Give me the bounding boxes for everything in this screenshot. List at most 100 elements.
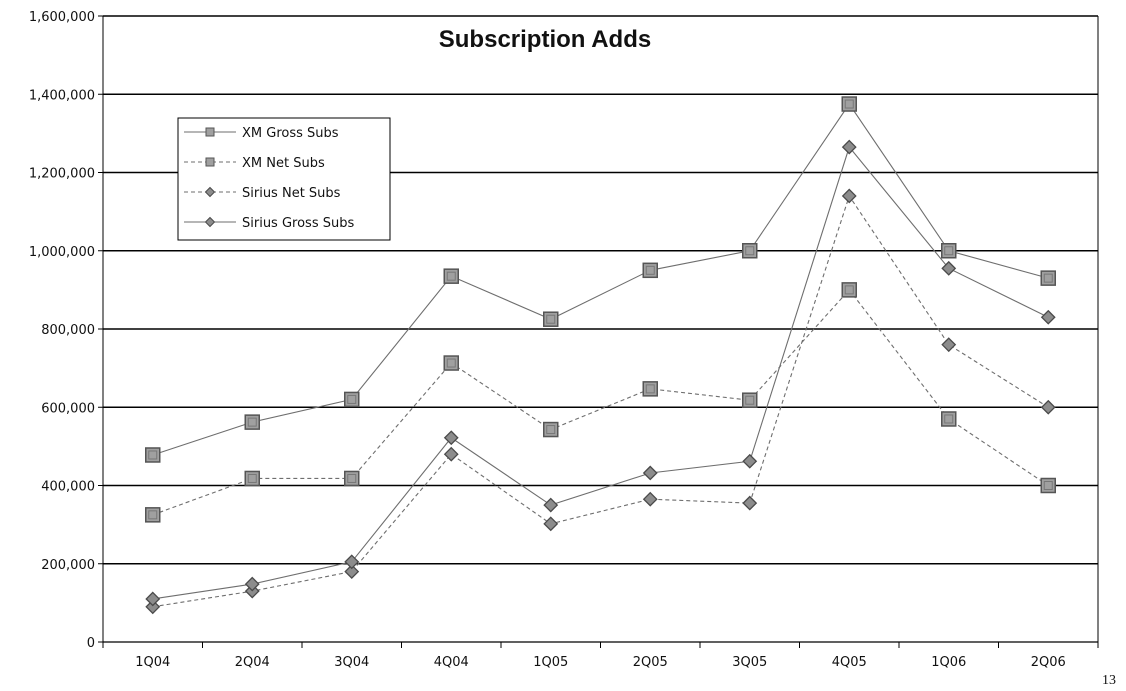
data-point (841, 282, 857, 298)
data-point (841, 139, 857, 155)
y-tick-label: 200,000 (41, 558, 95, 573)
legend-marker (204, 216, 216, 228)
data-point (841, 188, 857, 204)
data-point (642, 465, 658, 481)
legend-marker (205, 157, 215, 167)
data-point (742, 392, 758, 408)
data-point (742, 243, 758, 259)
y-tick-label: 400,000 (41, 480, 95, 495)
page-number: 13 (1102, 673, 1116, 688)
legend-item: Sirius Net Subs (184, 186, 341, 201)
data-point (1040, 270, 1056, 286)
data-point (145, 507, 161, 523)
data-point (642, 381, 658, 397)
data-point (1040, 309, 1056, 325)
x-tick-label: 1Q04 (135, 655, 170, 670)
x-tick-label: 3Q04 (334, 655, 369, 670)
x-tick-label: 1Q05 (533, 655, 568, 670)
x-tick-label: 2Q04 (235, 655, 270, 670)
data-point (941, 243, 957, 259)
y-tick-label: 1,000,000 (29, 245, 95, 260)
data-point-inner (844, 99, 854, 109)
data-point (543, 421, 559, 438)
series-line (152, 289, 1049, 516)
data-point (841, 96, 857, 112)
data-point (344, 564, 360, 579)
data-point-inner (944, 246, 954, 256)
y-tick-label: 1,400,000 (29, 88, 95, 103)
series-3 (145, 139, 1056, 607)
y-tick-label: 0 (87, 636, 95, 651)
data-point-inner (546, 425, 556, 435)
legend-label: XM Gross Subs (242, 126, 339, 141)
data-point (1040, 399, 1056, 415)
data-point (742, 495, 758, 511)
data-point (145, 599, 161, 615)
data-point-inner (148, 510, 158, 520)
legend-marker (205, 127, 215, 137)
grid-layer (103, 15, 1099, 643)
legend-item: XM Net Subs (184, 156, 325, 171)
data-point-inner (745, 395, 755, 405)
data-point-inner (247, 417, 257, 427)
data-point-inner (645, 384, 655, 394)
data-point (543, 516, 559, 532)
data-point (941, 337, 957, 353)
data-point (344, 470, 360, 487)
data-point (145, 447, 161, 463)
data-point-inner (446, 271, 456, 281)
series-line (152, 145, 1049, 600)
data-point-inner (247, 473, 257, 483)
data-point (344, 391, 360, 408)
data-point (443, 446, 459, 462)
data-point (642, 491, 658, 507)
data-point-inner (645, 265, 655, 275)
y-tick-label: 1,200,000 (29, 167, 95, 182)
data-point-inner (446, 358, 456, 368)
data-point-inner (844, 285, 854, 295)
legend-item: Sirius Gross Subs (184, 216, 354, 231)
x-tick-label: 2Q05 (633, 655, 668, 670)
series-line (152, 194, 1049, 608)
legend-label: Sirius Gross Subs (242, 216, 354, 231)
data-point (543, 311, 559, 327)
data-point-inner (944, 414, 954, 424)
legend-box (177, 117, 391, 241)
series-layer (145, 96, 1056, 615)
legend-item: XM Gross Subs (184, 126, 339, 141)
x-tick-label: 2Q06 (1031, 655, 1066, 670)
data-point (244, 576, 260, 592)
data-point (1040, 477, 1056, 494)
y-tick-label: 800,000 (41, 323, 95, 338)
data-point (443, 355, 459, 371)
series-1 (145, 282, 1056, 523)
data-point-inner (546, 314, 556, 324)
x-tick-label: 4Q05 (832, 655, 867, 670)
y-tick-label: 1,600,000 (29, 10, 95, 25)
data-point (443, 268, 459, 284)
data-point-inner (1043, 273, 1053, 283)
data-point-inner (148, 450, 158, 460)
series-0 (145, 96, 1056, 463)
legend-marker (204, 186, 216, 198)
data-point (244, 470, 260, 487)
data-point (742, 453, 758, 469)
x-tick-label: 1Q06 (931, 655, 966, 670)
y-tick-label: 600,000 (41, 401, 95, 416)
legend-label: Sirius Net Subs (242, 186, 341, 201)
series-2 (145, 188, 1056, 615)
data-point (941, 260, 957, 276)
data-point (543, 497, 559, 513)
data-point (145, 591, 161, 607)
data-point (941, 411, 957, 427)
axis-layer: 0 200,000 400,000 600,000 800,000 1,000,000 1,… (29, 10, 1099, 670)
data-point (244, 414, 260, 430)
data-point (642, 262, 658, 279)
series-line (152, 103, 1049, 456)
data-point-inner (347, 394, 357, 404)
x-tick-label: 3Q05 (732, 655, 767, 670)
data-point-inner (745, 246, 755, 256)
data-point-inner (347, 473, 357, 483)
data-point (443, 430, 459, 446)
